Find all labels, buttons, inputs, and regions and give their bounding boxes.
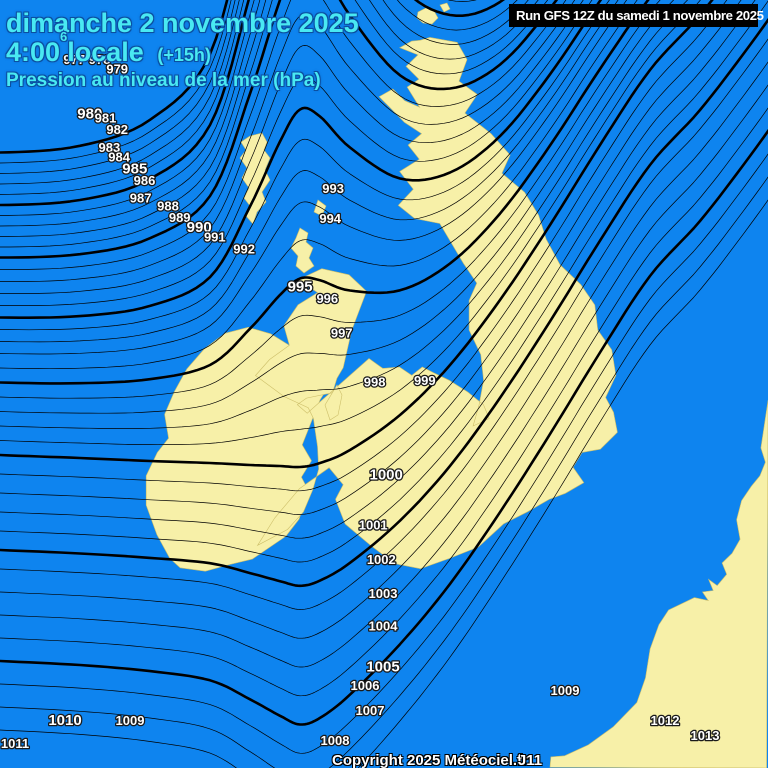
svg-text:998: 998 xyxy=(364,374,386,389)
svg-text:993: 993 xyxy=(322,181,344,196)
svg-text:982: 982 xyxy=(106,122,128,137)
svg-text:997: 997 xyxy=(331,326,353,341)
svg-text:1005: 1005 xyxy=(366,658,399,675)
svg-text:994: 994 xyxy=(319,211,341,226)
svg-text:999: 999 xyxy=(414,373,436,388)
svg-text:1003: 1003 xyxy=(369,586,398,601)
svg-text:987: 987 xyxy=(130,191,152,206)
svg-text:996: 996 xyxy=(316,291,338,306)
svg-text:1011: 1011 xyxy=(1,736,29,751)
svg-text:1009: 1009 xyxy=(551,683,580,698)
svg-text:991: 991 xyxy=(204,230,226,245)
svg-text:1012: 1012 xyxy=(651,713,680,728)
svg-text:1004: 1004 xyxy=(369,619,399,634)
svg-text:992: 992 xyxy=(233,241,255,256)
svg-text:1006: 1006 xyxy=(351,678,380,693)
svg-text:1009: 1009 xyxy=(116,713,145,728)
svg-text:1010: 1010 xyxy=(48,712,81,729)
svg-text:1013: 1013 xyxy=(691,728,720,743)
svg-text:986: 986 xyxy=(134,173,156,188)
svg-text:1008: 1008 xyxy=(321,733,350,748)
svg-text:1001: 1001 xyxy=(359,518,388,533)
svg-text:1007: 1007 xyxy=(356,703,385,718)
svg-text:995: 995 xyxy=(288,279,313,296)
svg-text:1002: 1002 xyxy=(367,552,396,567)
svg-text:1000: 1000 xyxy=(370,466,403,483)
